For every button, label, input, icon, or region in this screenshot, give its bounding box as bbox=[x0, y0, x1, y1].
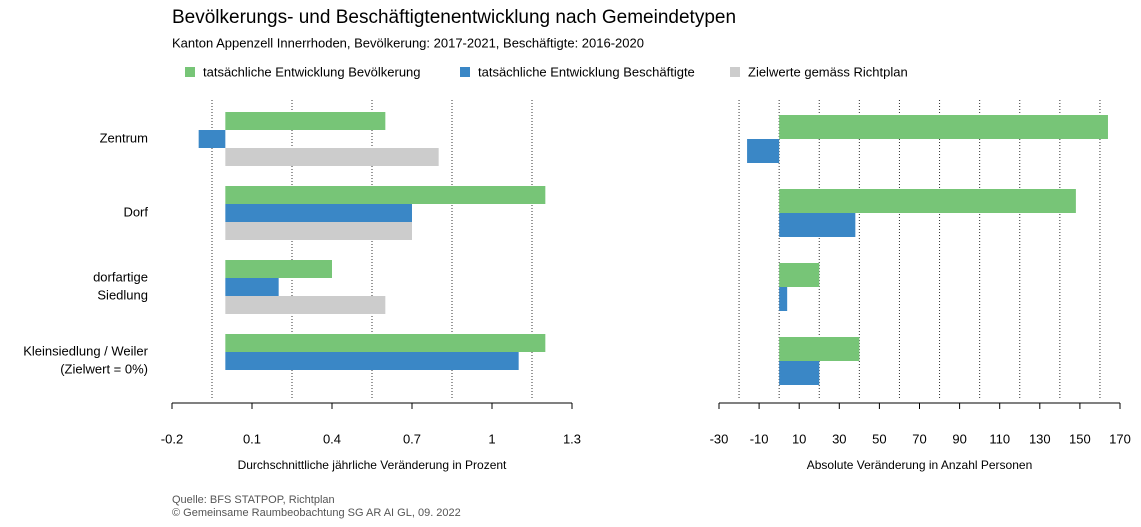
x-tick-label: 90 bbox=[952, 431, 966, 446]
category-label: Dorf bbox=[123, 204, 148, 219]
x-axis-label: Absolute Veränderung in Anzahl Personen bbox=[807, 458, 1033, 472]
x-tick-label: -30 bbox=[710, 431, 729, 446]
bar bbox=[779, 115, 1108, 139]
x-tick-label: 0.4 bbox=[323, 431, 341, 446]
x-tick-label: 150 bbox=[1069, 431, 1091, 446]
bar bbox=[225, 204, 412, 222]
category-label: dorfartige bbox=[93, 269, 148, 284]
x-tick-label: 170 bbox=[1109, 431, 1131, 446]
bar bbox=[225, 260, 332, 278]
bar bbox=[225, 352, 519, 370]
x-tick-label: -0.2 bbox=[161, 431, 183, 446]
bar bbox=[225, 222, 412, 240]
x-tick-label: 70 bbox=[912, 431, 926, 446]
x-axis-label: Durchschnittliche jährliche Veränderung … bbox=[238, 458, 507, 472]
x-tick-label: 10 bbox=[792, 431, 806, 446]
source: © Gemeinsame Raumbeobachtung SG AR AI GL… bbox=[172, 507, 461, 519]
legend-swatch bbox=[460, 67, 470, 77]
bar bbox=[779, 189, 1076, 213]
bar bbox=[225, 186, 546, 204]
category-label: Zentrum bbox=[100, 130, 148, 145]
bar bbox=[225, 334, 546, 352]
x-tick-label: 1.3 bbox=[563, 431, 581, 446]
x-tick-label: 110 bbox=[989, 431, 1010, 446]
x-tick-label: 50 bbox=[872, 431, 886, 446]
x-tick-label: 30 bbox=[832, 431, 846, 446]
bar bbox=[198, 130, 226, 148]
x-tick-label: 1 bbox=[488, 431, 495, 446]
bar bbox=[779, 337, 860, 361]
bar bbox=[779, 287, 788, 311]
source: Quelle: BFS STATPOP, Richtplan bbox=[172, 494, 335, 506]
bar bbox=[225, 278, 279, 296]
x-tick-label: 0.7 bbox=[403, 431, 421, 446]
category-label: Kleinsiedlung / Weiler bbox=[23, 343, 148, 358]
x-tick-label: 0.1 bbox=[243, 431, 261, 446]
legend-swatch bbox=[185, 67, 195, 77]
legend-swatch bbox=[730, 67, 740, 77]
bar bbox=[225, 148, 439, 166]
x-tick-label: -10 bbox=[750, 431, 769, 446]
bar bbox=[747, 139, 780, 163]
legend-label: Zielwerte gemäss Richtplan bbox=[748, 64, 908, 79]
bar bbox=[779, 213, 856, 237]
title: Bevölkerungs- und Beschäftigtenentwicklu… bbox=[172, 7, 736, 28]
bar bbox=[225, 112, 386, 130]
bar bbox=[779, 263, 820, 287]
subtitle: Kanton Appenzell Innerrhoden, Bevölkerun… bbox=[172, 35, 644, 50]
category-label: Siedlung bbox=[97, 287, 148, 302]
legend-label: tatsächliche Entwicklung Beschäftigte bbox=[478, 64, 695, 79]
x-tick-label: 130 bbox=[1029, 431, 1051, 446]
bar bbox=[225, 296, 386, 314]
bar bbox=[779, 361, 820, 385]
legend-label: tatsächliche Entwicklung Bevölkerung bbox=[203, 64, 421, 79]
category-label: (Zielwert = 0%) bbox=[60, 361, 148, 376]
